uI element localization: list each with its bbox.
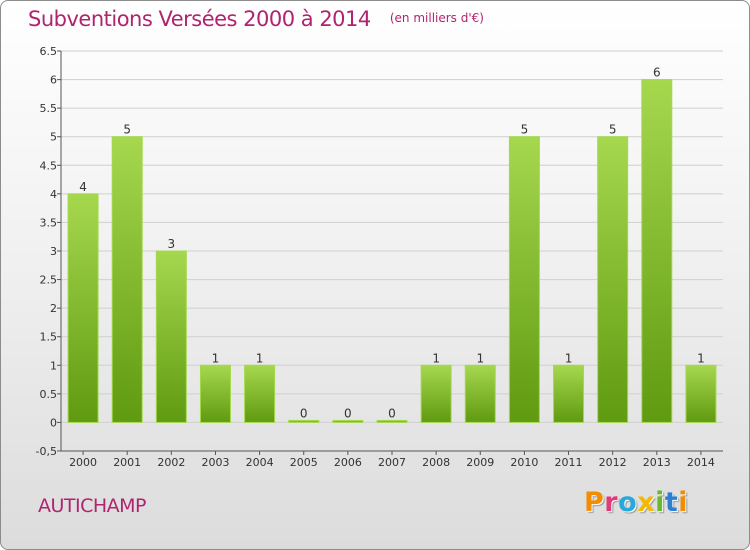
data-label-2014: 1 xyxy=(697,351,705,365)
y-tick-label: 0.5 xyxy=(40,388,58,401)
data-label-2000: 4 xyxy=(79,180,87,194)
data-label-2009: 1 xyxy=(476,351,484,365)
bars xyxy=(67,79,717,423)
bar-2011 xyxy=(553,364,585,423)
logo-letter: i xyxy=(678,487,689,518)
y-tick-label: 4 xyxy=(50,188,57,201)
logo-letter: i xyxy=(655,487,665,518)
x-tick-label-2005: 2005 xyxy=(290,456,318,469)
y-tick-label: 5 xyxy=(50,131,57,144)
y-tick-label: 1.5 xyxy=(40,331,58,344)
bar-2007 xyxy=(376,419,408,423)
x-tick-label-2004: 2004 xyxy=(246,456,274,469)
place-name: AUTICHAMP xyxy=(38,495,147,517)
data-label-2006: 0 xyxy=(344,406,352,420)
proxiti-logo: Proxiti xyxy=(584,487,688,518)
bar-2013 xyxy=(641,79,673,423)
data-label-2004: 1 xyxy=(256,351,264,365)
y-tick-label: 3 xyxy=(50,245,57,258)
y-tick-label: 4.5 xyxy=(40,159,58,172)
bar-2012 xyxy=(597,136,629,423)
bar-2001 xyxy=(111,136,143,423)
bar-2002 xyxy=(155,250,187,423)
x-tick-label-2010: 2010 xyxy=(510,456,538,469)
data-label-2010: 5 xyxy=(521,123,529,137)
x-tick-label-2007: 2007 xyxy=(378,456,406,469)
bar-2014 xyxy=(685,364,717,423)
y-tick-label: 6.5 xyxy=(40,45,58,58)
y-tick-label: 2 xyxy=(50,302,57,315)
bar-2006 xyxy=(332,419,364,423)
x-tick-label-2000: 2000 xyxy=(69,456,97,469)
bar-2003 xyxy=(199,364,231,423)
x-tick-label-2011: 2011 xyxy=(555,456,583,469)
bar-2004 xyxy=(244,364,276,423)
y-tick-label: 5.5 xyxy=(40,102,58,115)
bar-2009 xyxy=(464,364,496,423)
x-tick-label-2001: 2001 xyxy=(113,456,141,469)
y-tick-label: 0 xyxy=(50,416,57,429)
y-tick-label: 1 xyxy=(50,359,57,372)
x-tick-label-2003: 2003 xyxy=(201,456,229,469)
bar-2008 xyxy=(420,364,452,423)
logo-letter: r xyxy=(604,487,619,518)
data-label-2008: 1 xyxy=(432,351,440,365)
x-tick-label-2006: 2006 xyxy=(334,456,362,469)
chart-title: Subventions Versées 2000 à 2014 xyxy=(28,7,371,31)
data-label-2001: 5 xyxy=(123,123,131,137)
data-label-2011: 1 xyxy=(565,351,573,365)
data-label-2005: 0 xyxy=(300,406,308,420)
x-tick-label-2008: 2008 xyxy=(422,456,450,469)
logo-letter: o xyxy=(618,487,638,518)
x-tick-label-2002: 2002 xyxy=(157,456,185,469)
logo-letter: x xyxy=(637,487,656,518)
x-tick-label-2013: 2013 xyxy=(643,456,671,469)
y-tick-label: 2.5 xyxy=(40,274,58,287)
logo-letter: t xyxy=(664,487,679,518)
y-tick-label: 6 xyxy=(50,74,57,87)
bar-2010 xyxy=(508,136,540,423)
data-label-2002: 3 xyxy=(168,237,176,251)
labels: -0,5 0 0.5 1 1.5 2 2.5 3 3.5 4 4.5 5 5.5 6 6.5 4 2000 5 20… xyxy=(36,45,715,469)
chart-subtitle: (en milliers d'€) xyxy=(389,11,484,25)
x-tick-label-2012: 2012 xyxy=(599,456,627,469)
x-tick-label-2014: 2014 xyxy=(687,456,715,469)
data-label-2007: 0 xyxy=(388,406,396,420)
title-row: Subventions Versées 2000 à 2014 (en mill… xyxy=(28,7,484,31)
bar-2000 xyxy=(67,193,99,423)
data-label-2012: 5 xyxy=(609,123,617,137)
data-label-2013: 6 xyxy=(653,66,661,80)
data-label-2003: 1 xyxy=(212,351,220,365)
x-tick-label-2009: 2009 xyxy=(466,456,494,469)
axes xyxy=(57,50,723,455)
y-tick-label: 3.5 xyxy=(40,216,58,229)
logo-letter: P xyxy=(584,487,605,518)
y-tick-label: -0,5 xyxy=(36,445,57,458)
bar-2005 xyxy=(288,419,320,423)
